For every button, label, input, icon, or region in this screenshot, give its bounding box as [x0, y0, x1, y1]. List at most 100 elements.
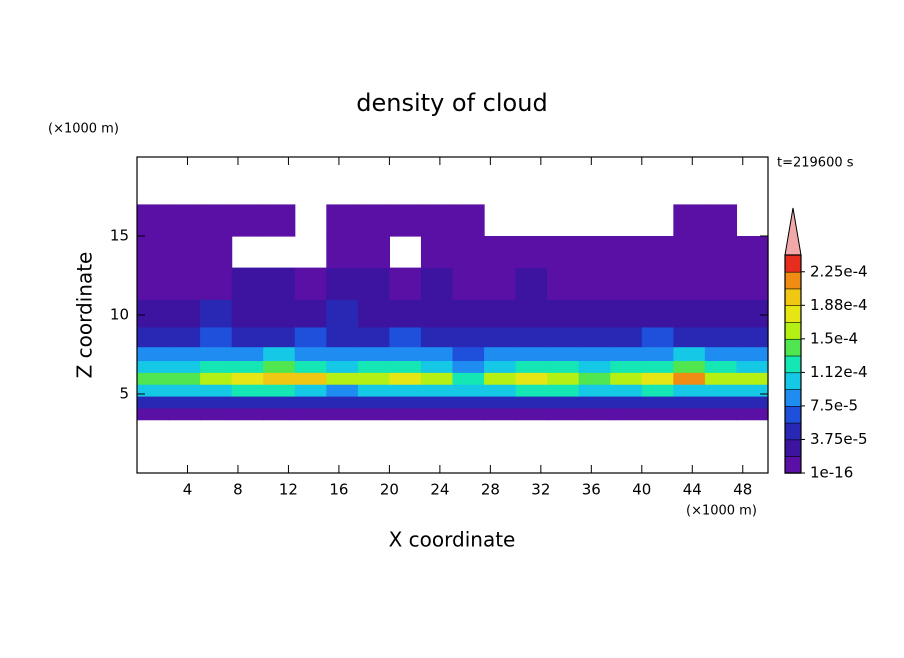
contour-cell [673, 299, 706, 328]
contour-cell [673, 395, 706, 409]
contour-cell [326, 299, 359, 328]
x-tick-label: 24 [430, 481, 449, 499]
contour-cell [484, 236, 517, 269]
contour-cell [610, 407, 643, 421]
contour-cell [137, 204, 170, 237]
x-tick-label: 4 [183, 481, 193, 499]
contour-cell [137, 384, 170, 397]
contour-cell [736, 346, 769, 362]
contour-cell [610, 395, 643, 409]
contour-cell [420, 299, 454, 328]
contour-cell [641, 360, 674, 373]
contour-cell [641, 407, 674, 421]
contour-cell [389, 267, 422, 300]
contour-cell [452, 299, 485, 328]
contour-cell [578, 395, 611, 409]
contour-cell [263, 204, 296, 237]
colorbar-band [784, 422, 802, 441]
contour-cell [704, 299, 738, 328]
contour-cell [547, 360, 580, 373]
contour-cell [200, 407, 233, 421]
contour-cell [168, 407, 201, 421]
x-tick-label: 8 [233, 481, 243, 499]
contour-cell [137, 372, 170, 385]
contour-cell [641, 236, 674, 269]
contour-cell [263, 360, 296, 373]
contour-cell [547, 267, 580, 300]
contour-cell [420, 384, 454, 397]
contour-cell [673, 360, 706, 373]
x-tick-label: 40 [632, 481, 651, 499]
contour-cell [736, 372, 769, 385]
contour-cell [231, 384, 264, 397]
contour-cell [263, 395, 296, 409]
contour-cell [578, 360, 611, 373]
contour-cell [357, 267, 390, 300]
contour-cell [200, 346, 233, 362]
contour-cell [294, 346, 327, 362]
y-unit: (×1000 m) [48, 122, 119, 137]
contour-cell [168, 384, 201, 397]
contour-cell [294, 407, 327, 421]
contour-cell [641, 395, 674, 409]
contour-cell [452, 395, 485, 409]
colorbar-tick-label: 2.25e-4 [810, 262, 868, 280]
contour-cell [484, 360, 517, 373]
contour-cell [420, 360, 454, 373]
contour-cell [326, 372, 359, 385]
contour-cell [420, 372, 454, 385]
contour-cell [231, 372, 264, 385]
colorbar-band [784, 439, 802, 457]
contour-cell [736, 267, 769, 300]
colorbar-tick-label: 1.5e-4 [810, 329, 858, 347]
contour-cell [389, 384, 422, 397]
contour-cell [452, 204, 485, 237]
contour-cell [389, 372, 422, 385]
contour-cell [168, 299, 201, 328]
contour-cell [736, 326, 769, 348]
x-axis-title: X coordinate [389, 528, 516, 552]
contour-cell [168, 236, 201, 269]
contour-cell [515, 299, 548, 328]
contour-cell [547, 407, 580, 421]
colorbar-tick-label: 3.75e-5 [810, 430, 868, 448]
contour-cell [326, 395, 359, 409]
contour-cell [294, 360, 327, 373]
contour-cell [168, 360, 201, 373]
contour-cell [168, 326, 201, 348]
contour-cell [326, 384, 359, 397]
contour-cell [452, 236, 485, 269]
contour-cell [263, 407, 296, 421]
contour-cell [420, 395, 454, 409]
contour-cell [231, 346, 264, 362]
contour-cell [357, 299, 390, 328]
contour-cell [610, 346, 643, 362]
contour-cell [704, 204, 738, 237]
contour-cell [484, 395, 517, 409]
contour-cell [231, 204, 264, 237]
contour-cell [578, 326, 611, 348]
y-axis-title: Z coordinate [73, 252, 97, 379]
contour-cell [547, 395, 580, 409]
contour-cell [137, 346, 170, 362]
contour-cell [641, 384, 674, 397]
contour-cell [547, 299, 580, 328]
contour-cell [294, 372, 327, 385]
contour-cell [389, 326, 422, 348]
contour-cell [137, 267, 170, 300]
contour-cell [610, 299, 643, 328]
contour-cell [231, 360, 264, 373]
contour-cell [200, 395, 233, 409]
contour-cell [673, 236, 706, 269]
chart-title: density of cloud [356, 89, 547, 117]
contour-cell [231, 407, 264, 421]
contour-cell [200, 267, 233, 300]
colorbar-tick-label: 1.12e-4 [810, 363, 868, 381]
contour-cell [389, 360, 422, 373]
contour-cell [610, 372, 643, 385]
contour-cell [357, 204, 390, 237]
contour-cell [610, 360, 643, 373]
contour-cell [357, 372, 390, 385]
contour-cell [200, 372, 233, 385]
x-tick-label: 36 [582, 481, 601, 499]
